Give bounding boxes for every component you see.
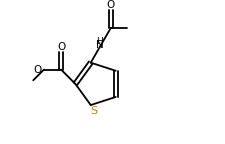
Text: H: H <box>96 37 103 46</box>
Text: O: O <box>57 42 65 52</box>
Text: S: S <box>90 106 97 116</box>
Text: N: N <box>96 40 104 50</box>
Text: O: O <box>34 65 42 75</box>
Text: O: O <box>107 0 115 10</box>
